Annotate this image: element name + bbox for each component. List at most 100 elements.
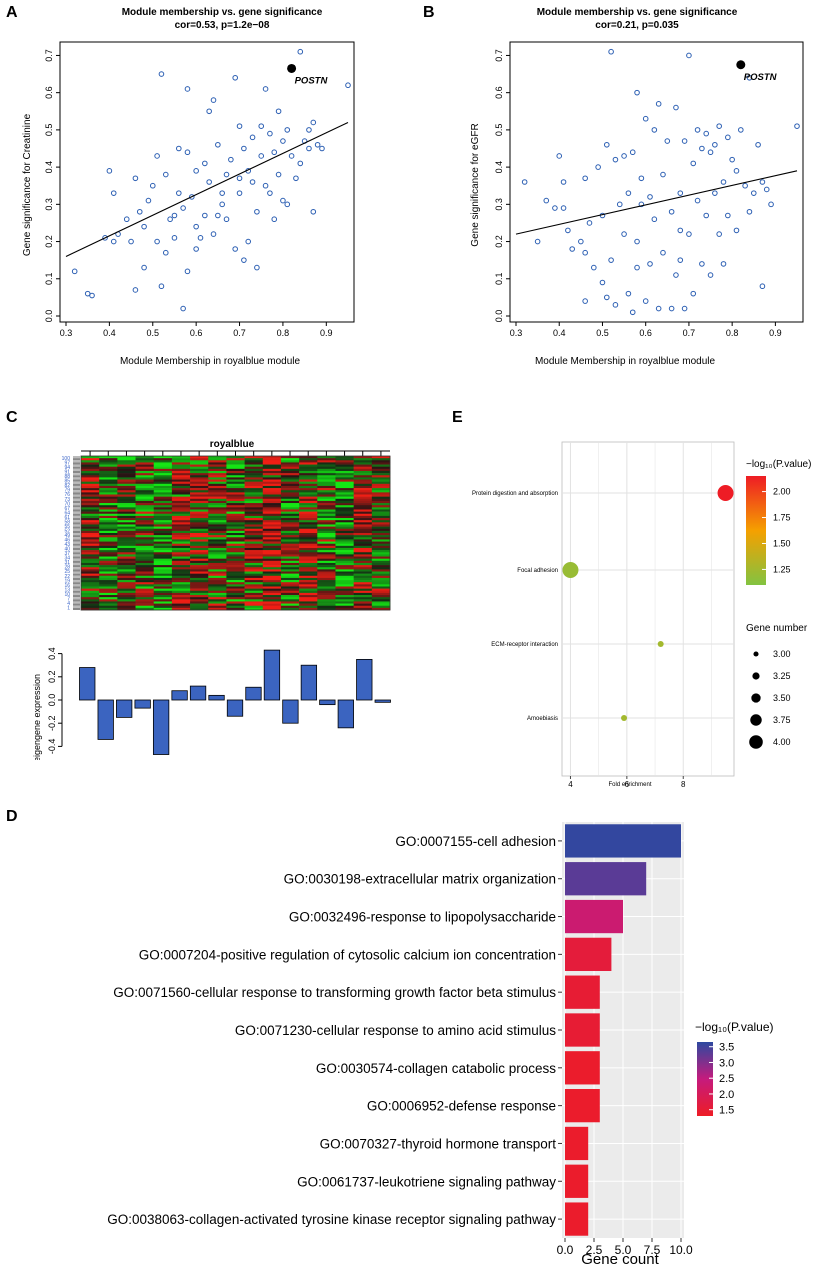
- heatmap-cell: [353, 496, 373, 500]
- heatmap-cell: [171, 590, 191, 594]
- heatmap-cell: [81, 607, 100, 611]
- heatmap-cell: [317, 509, 336, 512]
- enrichment-bubble: [657, 641, 664, 647]
- heatmap-cell: [117, 543, 136, 547]
- heatmap-cell: [353, 456, 373, 459]
- heatmap-cell: [280, 599, 300, 602]
- heatmap-cell: [262, 552, 282, 555]
- data-point: [647, 194, 653, 200]
- heatmap-cell: [190, 524, 209, 527]
- heatmap-cell: [280, 580, 300, 583]
- heatmap-cell: [226, 500, 245, 504]
- heatmap-cell: [135, 571, 155, 574]
- heatmap-cell: [226, 554, 245, 557]
- heatmap-cell: [99, 475, 118, 478]
- heatmap-cell: [208, 462, 227, 465]
- heatmap-cell: [299, 565, 318, 568]
- data-point: [184, 86, 191, 92]
- heatmap-cell: [262, 498, 282, 502]
- heatmap-cell: [135, 588, 155, 592]
- heatmap-cell: [153, 520, 173, 523]
- heatmap-cell: [244, 460, 264, 463]
- heatmap-cell: [117, 533, 136, 536]
- heatmap-cell: [153, 552, 173, 555]
- heatmap-cell: [353, 584, 373, 587]
- heatmap-cell: [244, 599, 264, 602]
- heatmap-cell: [335, 503, 354, 506]
- heatmap-cell: [117, 547, 136, 551]
- heatmap-cell: [208, 500, 227, 504]
- heatmap-cell: [135, 590, 155, 594]
- heatmap-cell: [81, 481, 100, 485]
- heatmap-cell: [244, 535, 264, 538]
- heatmap-cell: [81, 522, 100, 525]
- enrichment-bubble: [621, 715, 628, 721]
- data-point: [586, 220, 593, 226]
- data-point: [703, 130, 710, 137]
- data-point: [141, 264, 147, 271]
- heatmap-row-label: 76: [64, 492, 70, 498]
- heatmap-cell: [244, 528, 264, 532]
- heatmap-cell: [317, 533, 336, 536]
- heatmap-cell: [117, 562, 136, 566]
- heatmap-row-color-bar: [73, 458, 80, 461]
- heatmap-cell: [226, 509, 245, 512]
- heatmap-cell: [208, 592, 227, 596]
- heatmap-row-color-bar: [73, 500, 80, 504]
- heatmap-cell: [208, 537, 227, 540]
- heatmap-cell: [299, 492, 318, 495]
- heatmap-cell: [208, 539, 227, 542]
- heatmap-cell: [208, 460, 227, 463]
- data-point: [284, 127, 291, 133]
- heatmap-cell: [244, 550, 264, 553]
- heatmap-cell: [99, 490, 118, 493]
- data-point: [241, 257, 247, 263]
- heatmap-cell: [81, 573, 100, 577]
- heatmap-cell: [299, 470, 318, 474]
- heatmap-cell: [153, 558, 173, 562]
- heatmap-cell: [99, 530, 118, 534]
- heatmap-cell: [135, 498, 155, 502]
- heatmap-row-color-bar: [73, 577, 80, 581]
- data-point: [725, 212, 731, 219]
- heatmap-cell: [171, 462, 191, 465]
- heatmap-cell: [99, 571, 118, 574]
- x-tick-label: 0.7: [233, 328, 246, 338]
- heatmap-cell: [81, 545, 100, 549]
- heatmap-cell: [153, 492, 173, 495]
- heatmap-cell: [371, 477, 391, 480]
- heatmap-cell: [353, 458, 373, 461]
- heatmap-cell: [153, 588, 173, 592]
- heatmap-cell: [81, 456, 100, 459]
- heatmap-cell: [117, 503, 136, 506]
- heatmap-cell: [135, 515, 155, 519]
- legend-tick-label: 2.5: [719, 1073, 734, 1085]
- heatmap-cell: [135, 509, 155, 512]
- data-point: [267, 130, 273, 137]
- heatmap-cell: [99, 462, 118, 465]
- heatmap-cell: [135, 533, 155, 536]
- heatmap-cell: [117, 558, 136, 562]
- data-point: [699, 145, 705, 152]
- heatmap-cell: [244, 605, 264, 609]
- heatmap-cell: [208, 603, 227, 607]
- data-point: [232, 74, 238, 81]
- data-point: [110, 238, 117, 245]
- heatmap-cell: [226, 470, 245, 474]
- heatmap-cell: [226, 550, 245, 553]
- heatmap-cell: [81, 547, 100, 551]
- heatmap-cell: [81, 533, 100, 536]
- heatmap-cell: [317, 498, 336, 502]
- highlight-point-postn: [287, 63, 297, 73]
- heatmap-cell: [244, 507, 264, 510]
- heatmap-cell: [280, 607, 300, 611]
- heatmap-cell: [353, 550, 373, 553]
- heatmap-cell: [190, 533, 209, 536]
- heatmap: [81, 456, 391, 611]
- category-label: ECM-receptor interaction: [491, 642, 558, 648]
- heatmap-cell: [335, 460, 354, 463]
- heatmap-cell: [117, 560, 136, 564]
- data-point: [660, 171, 666, 178]
- heatmap-cell: [226, 485, 245, 489]
- heatmap-cell: [335, 513, 354, 517]
